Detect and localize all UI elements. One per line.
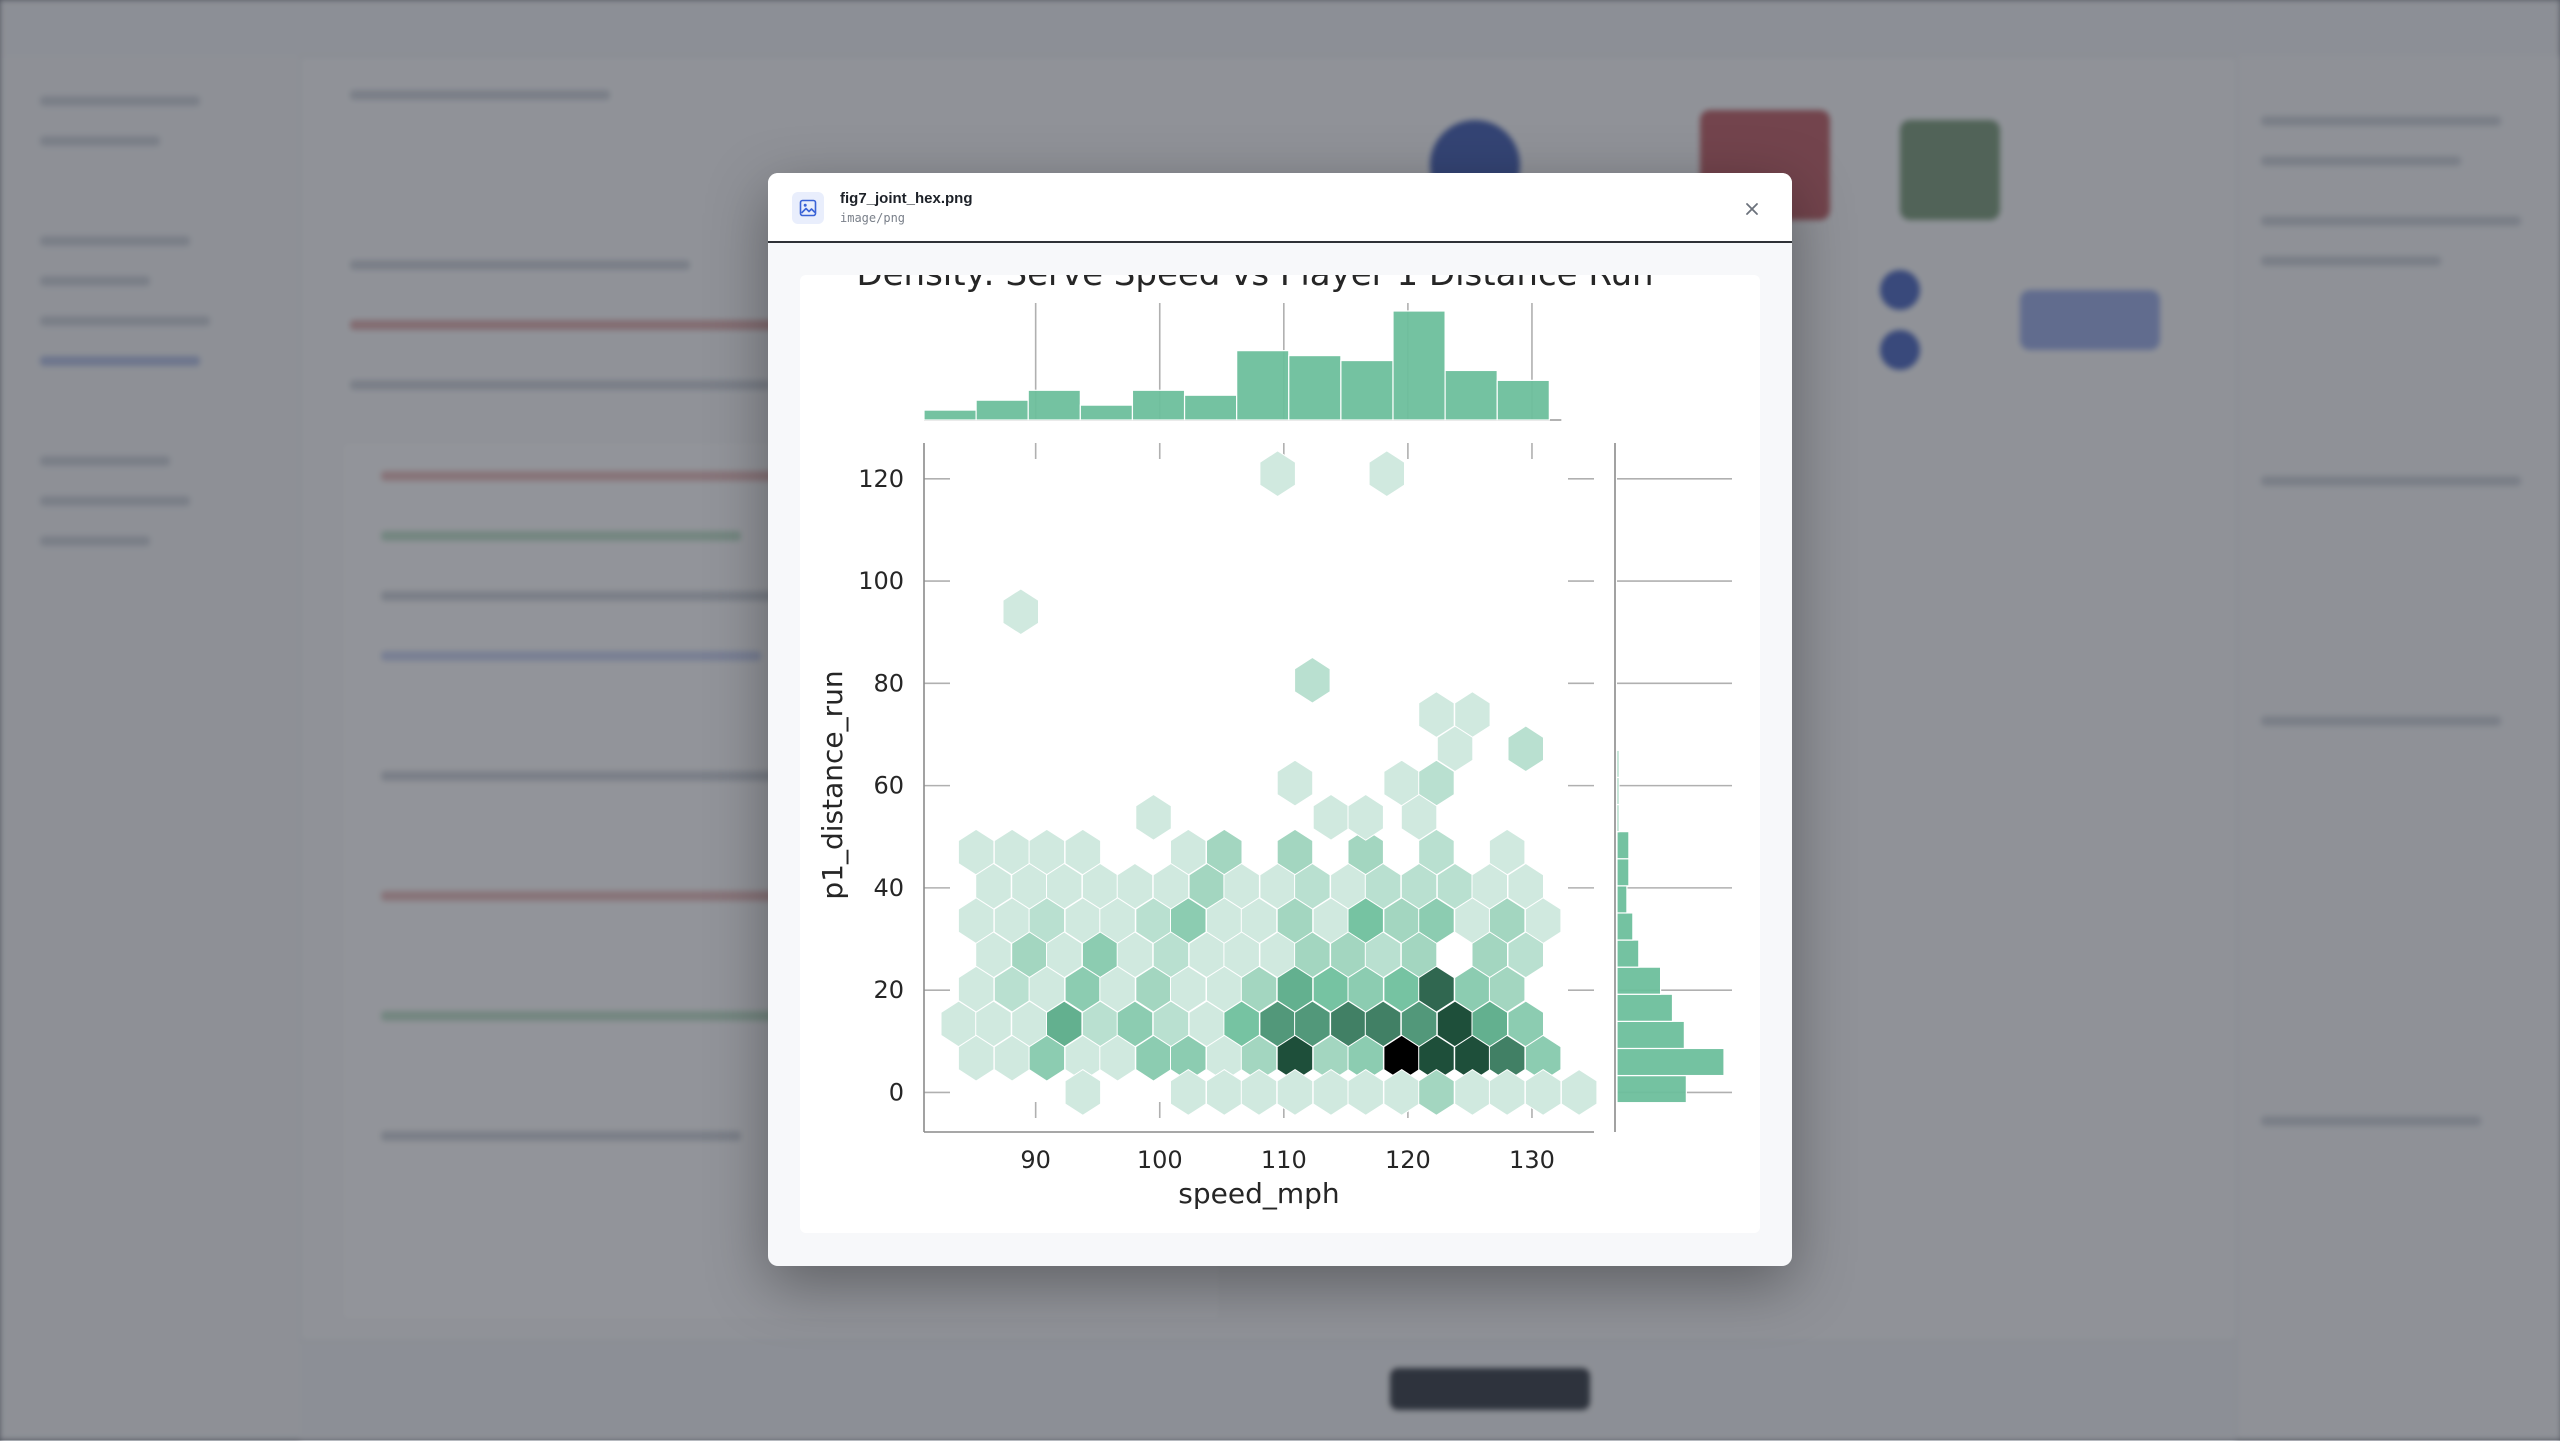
y-marginal-bar [1616, 858, 1630, 887]
x-marginal-bar [1079, 404, 1134, 421]
hexbin-cell [1276, 759, 1314, 807]
file-type: image/png [840, 211, 906, 225]
hexbin-cell [1507, 931, 1544, 979]
hexbin-cell [1368, 450, 1405, 498]
x-marginal-bar [1340, 359, 1394, 421]
x-marginal-bar [923, 409, 977, 421]
hexbin-cell [1002, 588, 1039, 636]
x-marginal-bar [1392, 310, 1446, 421]
hexbin-cell [1507, 725, 1544, 773]
y-tick-label: 40 [873, 874, 904, 902]
close-icon [1746, 203, 1758, 215]
x-tick-label: 90 [1020, 1146, 1051, 1174]
x-marginal-bar [1236, 350, 1290, 421]
image-icon [792, 192, 824, 224]
y-tick-label: 0 [889, 1078, 904, 1106]
x-marginal-bar [1444, 369, 1498, 421]
x-marginal-bar [1496, 379, 1550, 421]
y-marginal-bar [1616, 776, 1620, 806]
y-marginal-bar [1616, 831, 1630, 860]
hexbin-cell [1347, 1069, 1384, 1116]
x-tick-label: 120 [1385, 1146, 1431, 1174]
hexbin-cell [1240, 1069, 1278, 1116]
y-tick-label: 60 [873, 772, 904, 800]
image-preview-modal: fig7_joint_hex.png image/png Density: Se… [768, 173, 1792, 1266]
x-marginal-bar [1183, 394, 1238, 421]
y-marginal-bar [1616, 885, 1628, 914]
y-marginal-bar [1616, 912, 1634, 941]
y-marginal-bar [1616, 1074, 1687, 1104]
x-tick-label: 100 [1137, 1146, 1183, 1174]
y-marginal-bar [1616, 939, 1640, 968]
x-axis-title: speed_mph [1178, 1177, 1339, 1210]
hexbin-cell [1524, 1069, 1562, 1116]
hexbin-cell [1135, 793, 1172, 841]
y-marginal-bar [1616, 803, 1620, 833]
hexbin-cell [1400, 793, 1438, 841]
hexbin-cell [1206, 1069, 1243, 1116]
hexbin-cell [1259, 450, 1296, 498]
hexbin-cell [1488, 1069, 1526, 1116]
x-marginal-bar [975, 399, 1029, 421]
hexbin-cell [1418, 1069, 1455, 1116]
x-tick-label: 110 [1261, 1146, 1307, 1174]
y-marginal-bar [1616, 993, 1674, 1022]
close-button[interactable] [1736, 193, 1768, 225]
hexbin-cell [1294, 656, 1331, 704]
x-marginal-bar [1288, 354, 1342, 421]
hexbin-cell [1170, 1069, 1207, 1116]
y-marginal-bar [1616, 966, 1662, 995]
hexbin-cell [1347, 793, 1384, 841]
x-marginal-bar [1131, 389, 1186, 421]
y-tick-label: 80 [873, 669, 904, 697]
modal-header: fig7_joint_hex.png image/png [768, 173, 1792, 243]
y-axis-title: p1_distance_run [816, 670, 849, 899]
hexbin-cell [1028, 1034, 1066, 1082]
hexbin-cell [1418, 691, 1455, 738]
chart-title: Density: Serve Speed vs Player 1 Distanc… [856, 275, 1653, 294]
hexbin-cell [1454, 1069, 1491, 1116]
y-marginal-bar [1616, 1020, 1685, 1050]
y-tick-label: 100 [858, 567, 904, 595]
file-name: fig7_joint_hex.png [840, 190, 973, 207]
hexbin-cell [1064, 1069, 1102, 1116]
joint-hexbin-chart: Density: Serve Speed vs Player 1 Distanc… [816, 275, 1732, 1210]
hexbin-cell [1560, 1069, 1598, 1116]
y-marginal-bar [1616, 749, 1620, 779]
image-preview: Density: Serve Speed vs Player 1 Distanc… [800, 275, 1760, 1233]
x-tick-label: 130 [1509, 1146, 1555, 1174]
hexbin-cell [1312, 793, 1350, 841]
hexbin-cell [1383, 1069, 1420, 1116]
y-marginal-bar [1616, 1047, 1725, 1077]
hexbin-cell [1312, 1069, 1350, 1116]
y-tick-label: 20 [873, 976, 904, 1004]
hexbin-cell [1276, 1069, 1314, 1116]
hexbin-cell [1436, 725, 1474, 773]
y-tick-label: 120 [858, 465, 904, 493]
x-marginal-bar [1027, 389, 1081, 421]
